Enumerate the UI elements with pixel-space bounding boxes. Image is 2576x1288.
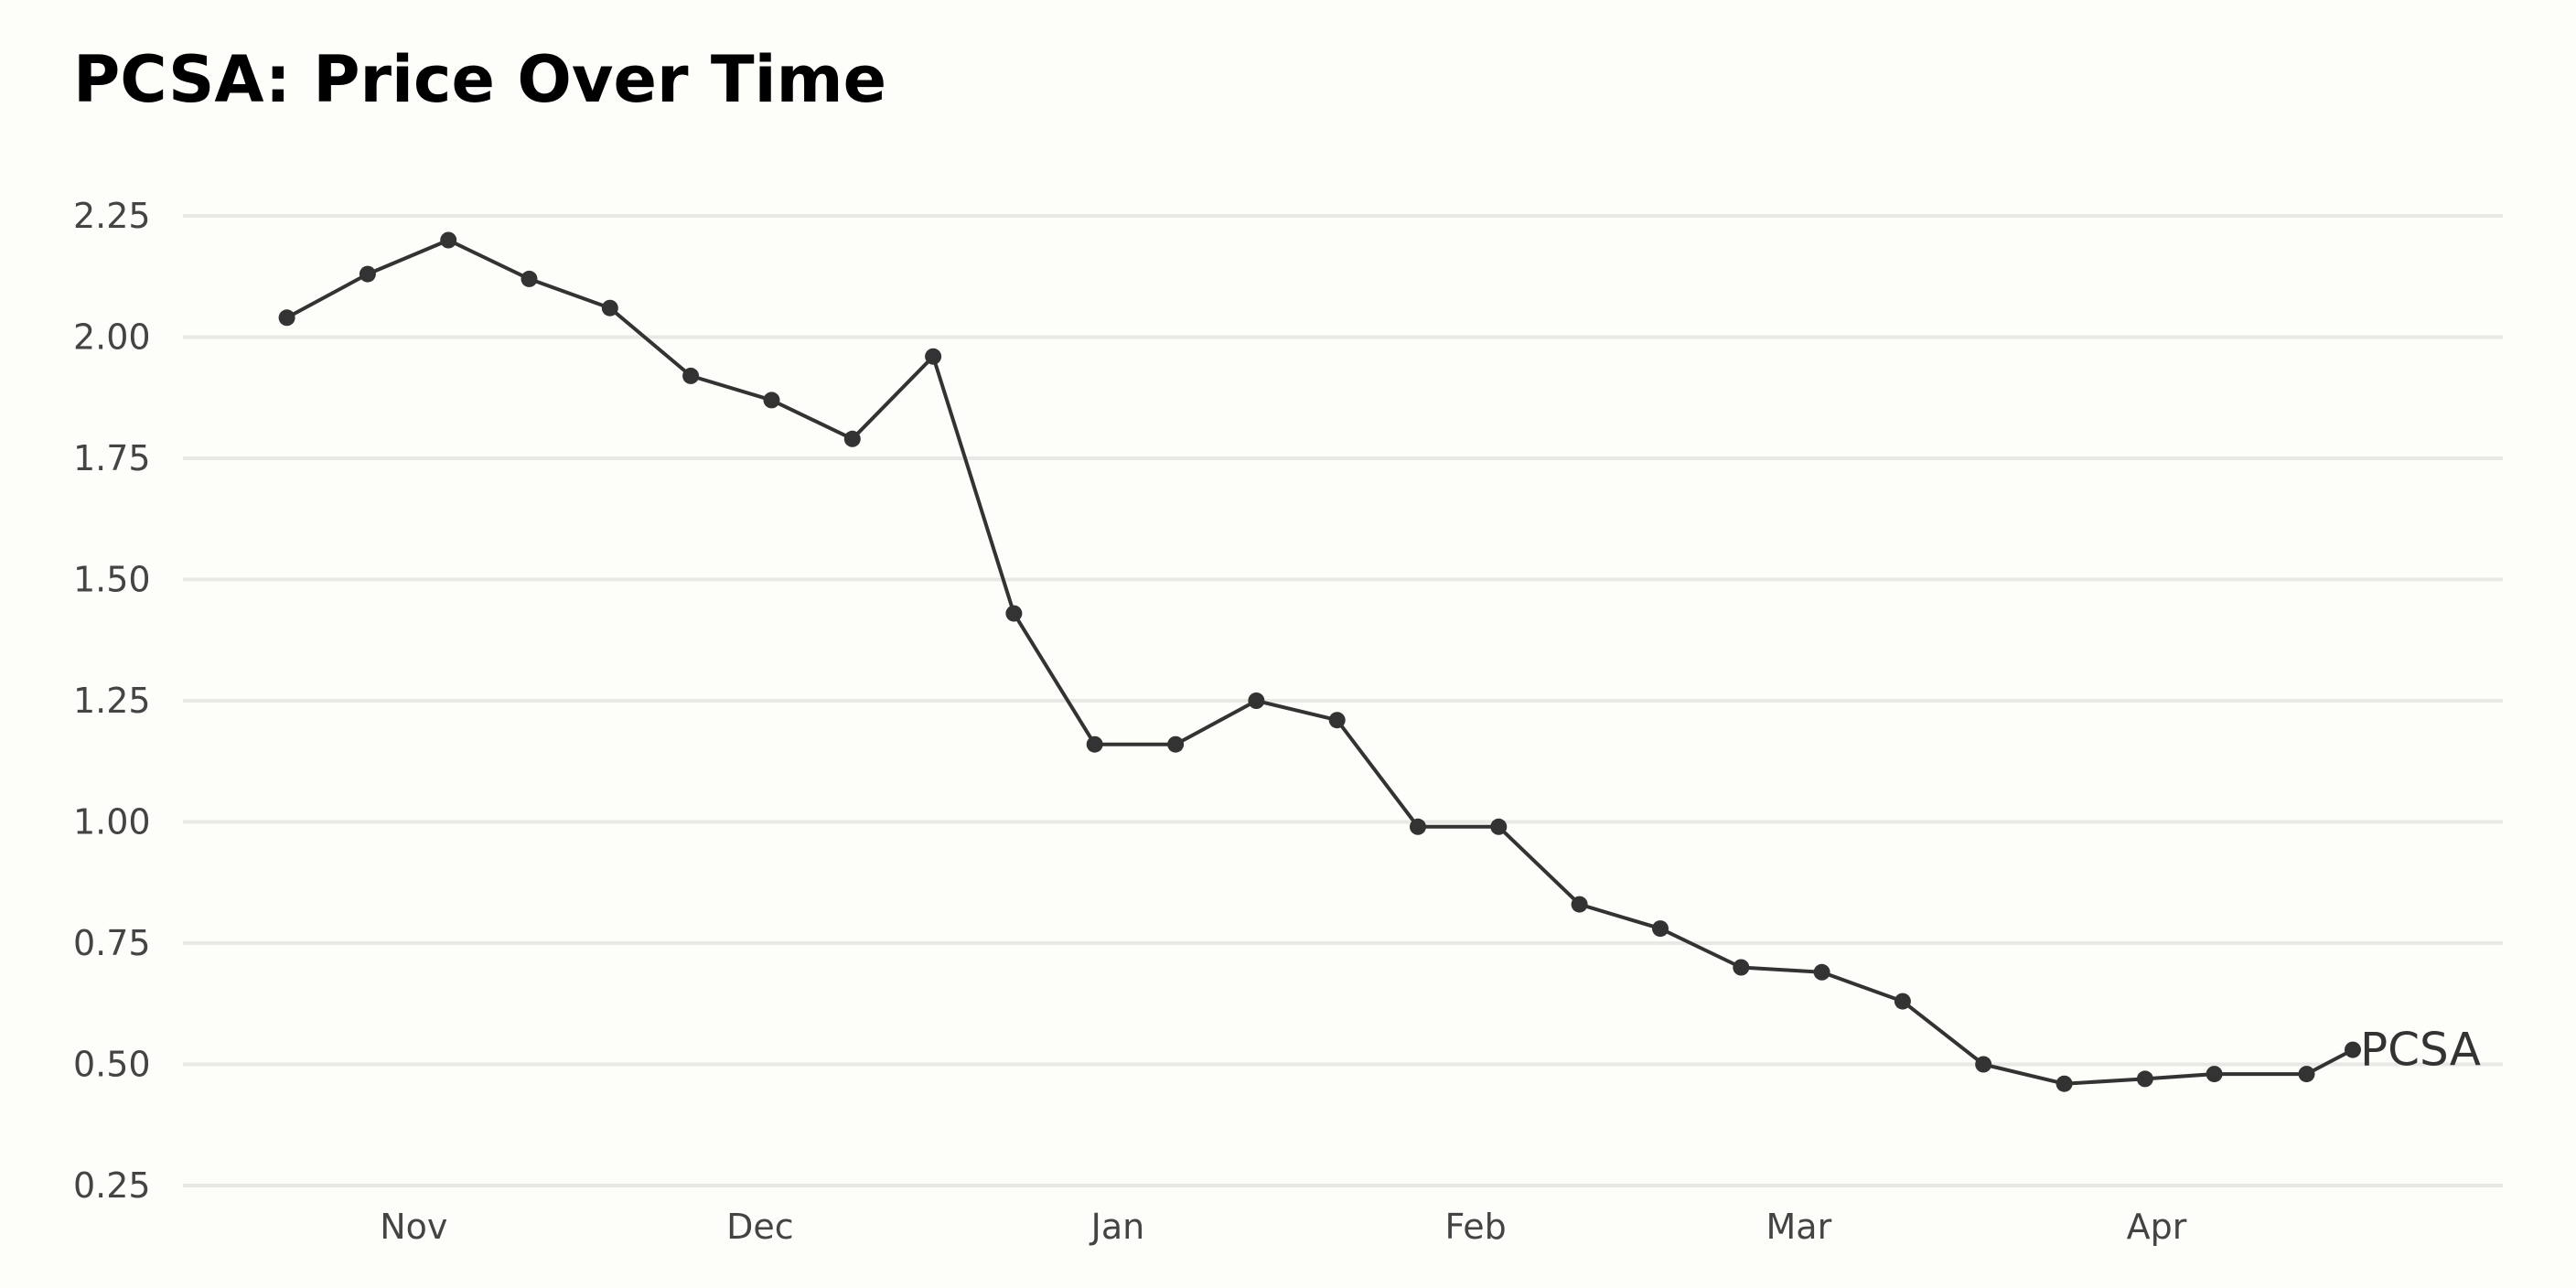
data-point (1975, 1056, 1992, 1073)
x-tick-label: Dec (726, 1207, 794, 1247)
data-point (1733, 959, 1750, 976)
data-point (359, 265, 376, 283)
data-point (1410, 818, 1426, 835)
gridlines (183, 214, 2503, 1187)
data-point (278, 309, 295, 327)
data-point (1813, 963, 1830, 981)
data-point (1005, 605, 1023, 622)
data-point (2298, 1066, 2315, 1083)
data-point (2136, 1070, 2153, 1088)
data-point (843, 430, 861, 447)
data-point (1328, 712, 1346, 729)
data-point (1652, 920, 1669, 938)
series-line (285, 238, 2354, 1086)
y-tick-label: 2.00 (73, 317, 151, 358)
x-tick-label: Feb (1444, 1207, 1506, 1247)
y-axis-tick-labels: 0.25 0.50 0.75 1.00 1.25 1.50 1.75 2.00 2.25 (73, 196, 151, 1206)
series-pcsa (278, 231, 2361, 1092)
series-end-label: PCSA (2360, 1024, 2481, 1077)
x-tick-label: Mar (1766, 1207, 1832, 1247)
y-tick-label: 1.50 (73, 560, 151, 600)
data-point (1086, 735, 1103, 753)
x-tick-label: Nov (380, 1207, 447, 1247)
x-axis-tick-labels: Nov Dec Jan Feb Mar Apr (380, 1207, 2186, 1247)
data-point (1248, 692, 1265, 709)
y-tick-label: 1.00 (73, 802, 151, 843)
y-tick-label: 0.75 (73, 923, 151, 963)
data-point (601, 299, 618, 317)
data-point (521, 270, 538, 287)
data-point (1490, 818, 1508, 835)
data-point (763, 392, 780, 409)
y-tick-label: 0.50 (73, 1045, 151, 1085)
x-tick-label: Apr (2127, 1207, 2187, 1247)
y-tick-label: 1.25 (73, 681, 151, 721)
data-point (1571, 896, 1588, 913)
data-point (1894, 993, 1911, 1010)
y-tick-label: 2.25 (73, 196, 151, 236)
data-point (440, 231, 457, 249)
end-labels: PCSA (2360, 1024, 2481, 1077)
chart-title: PCSA: Price Over Time (73, 42, 887, 117)
data-point (682, 367, 700, 384)
data-point (2055, 1075, 2073, 1092)
data-point (2206, 1066, 2223, 1083)
data-point (925, 348, 942, 365)
data-point (1167, 735, 1185, 753)
y-tick-label: 1.75 (73, 438, 151, 478)
x-tick-label: Jan (1089, 1207, 1145, 1247)
y-tick-label: 0.25 (73, 1165, 151, 1206)
data-point (2345, 1041, 2361, 1058)
